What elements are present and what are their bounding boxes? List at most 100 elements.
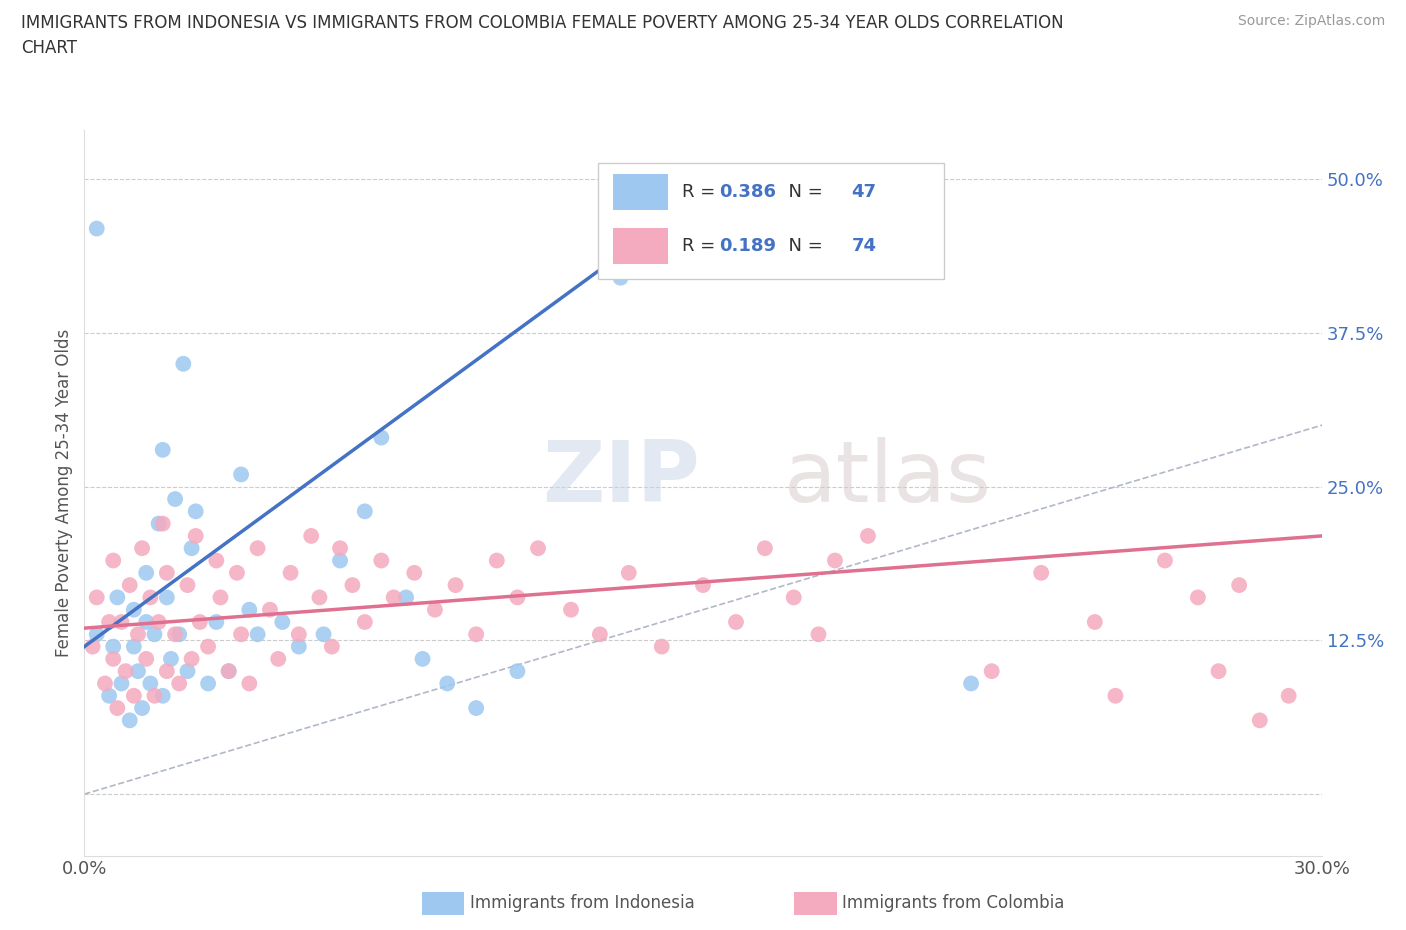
Point <box>135 651 157 666</box>
Point <box>160 651 183 666</box>
Text: atlas: atlas <box>783 437 991 520</box>
Text: IMMIGRANTS FROM INDONESIA VS IMMIGRANTS FROM COLOMBIA FEMALE POVERTY AMONG 25-34: IMMIGRANTS FROM INDONESIA VS IMMIGRANTS … <box>21 14 1064 32</box>
Point <box>110 615 132 630</box>
Point <box>267 651 290 666</box>
Point <box>94 676 117 691</box>
Point <box>370 553 392 568</box>
Text: Source: ZipAtlas.com: Source: ZipAtlas.com <box>1237 14 1385 28</box>
Point <box>152 516 174 531</box>
Point <box>412 651 434 666</box>
Point <box>122 603 145 618</box>
FancyBboxPatch shape <box>613 228 668 264</box>
Point <box>617 565 640 580</box>
Point <box>148 516 170 531</box>
Point <box>444 578 467 592</box>
Point <box>1187 590 1209 604</box>
Point <box>86 221 108 236</box>
Point <box>98 688 121 703</box>
Point <box>167 676 190 691</box>
Point <box>135 565 157 580</box>
Text: R =: R = <box>682 237 721 255</box>
Point <box>246 540 269 555</box>
Point <box>1227 578 1250 592</box>
Point <box>184 504 207 519</box>
Point <box>980 664 1002 679</box>
Point <box>724 615 747 630</box>
Point <box>856 528 879 543</box>
Point <box>651 639 673 654</box>
Text: N =: N = <box>778 237 828 255</box>
Point <box>122 639 145 654</box>
Point <box>139 590 162 604</box>
Point <box>131 700 153 715</box>
Point <box>103 553 125 568</box>
Point <box>630 258 652 272</box>
Point <box>218 664 240 679</box>
FancyBboxPatch shape <box>613 174 668 210</box>
Point <box>172 356 194 371</box>
Point <box>86 590 108 604</box>
Point <box>465 627 488 642</box>
FancyBboxPatch shape <box>598 163 945 279</box>
Point <box>218 664 240 679</box>
Point <box>1084 615 1107 630</box>
Point <box>118 713 141 728</box>
Point <box>506 664 529 679</box>
Point <box>165 492 187 507</box>
Text: 47: 47 <box>852 183 876 201</box>
Point <box>180 540 202 555</box>
Point <box>229 627 252 642</box>
Point <box>404 565 426 580</box>
Point <box>353 504 375 519</box>
Point <box>226 565 249 580</box>
Point <box>167 627 190 642</box>
Point <box>205 615 228 630</box>
Point <box>560 603 582 618</box>
Point <box>127 664 149 679</box>
Point <box>960 676 983 691</box>
Point <box>105 590 128 604</box>
Point <box>423 603 446 618</box>
Point <box>238 603 260 618</box>
Text: R =: R = <box>682 183 721 201</box>
Point <box>308 590 330 604</box>
Point <box>238 676 260 691</box>
Point <box>209 590 232 604</box>
Text: CHART: CHART <box>21 39 77 57</box>
Point <box>98 615 121 630</box>
Point <box>329 540 352 555</box>
Point <box>143 627 166 642</box>
Point <box>148 615 170 630</box>
Point <box>1104 688 1126 703</box>
Point <box>188 615 211 630</box>
Point <box>176 578 198 592</box>
Point <box>184 528 207 543</box>
Point <box>754 540 776 555</box>
Point <box>197 676 219 691</box>
Text: 74: 74 <box>852 237 876 255</box>
Y-axis label: Female Poverty Among 25-34 Year Olds: Female Poverty Among 25-34 Year Olds <box>55 329 73 657</box>
Point <box>152 443 174 458</box>
Point <box>824 553 846 568</box>
Point <box>1208 664 1230 679</box>
Point <box>165 627 187 642</box>
Point <box>288 627 311 642</box>
Point <box>609 271 631 286</box>
Point <box>353 615 375 630</box>
Point <box>118 578 141 592</box>
Point <box>229 467 252 482</box>
Point <box>143 688 166 703</box>
Point <box>271 615 294 630</box>
Point <box>131 540 153 555</box>
Point <box>465 700 488 715</box>
Point <box>105 700 128 715</box>
Text: 0.189: 0.189 <box>718 237 776 255</box>
Point <box>110 676 132 691</box>
Point <box>280 565 302 580</box>
Point <box>197 639 219 654</box>
Point <box>783 590 806 604</box>
Point <box>692 578 714 592</box>
Point <box>259 603 281 618</box>
Point <box>246 627 269 642</box>
Point <box>152 688 174 703</box>
